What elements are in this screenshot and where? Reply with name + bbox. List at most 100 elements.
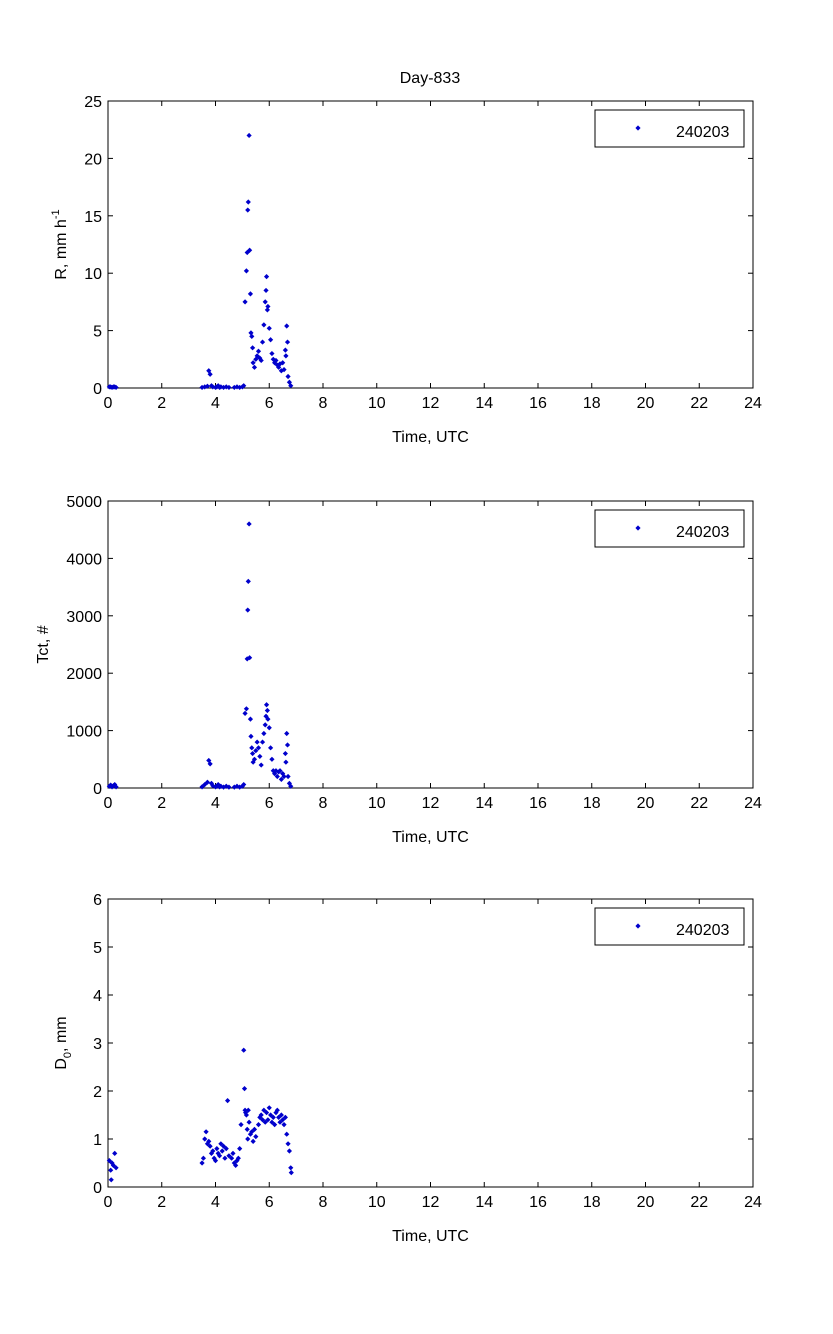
legend-box <box>594 509 745 548</box>
data-point <box>261 730 267 737</box>
data-point <box>253 748 259 754</box>
legend-marker <box>635 525 641 531</box>
data-point <box>277 768 283 774</box>
x-tick-label: 24 <box>744 795 762 812</box>
data-point <box>251 364 258 370</box>
x-tick-label: 20 <box>637 1194 655 1211</box>
y-tick-label: 1 <box>93 1132 102 1149</box>
data-point <box>200 1155 207 1161</box>
data-point <box>231 384 237 391</box>
data-point <box>226 784 232 790</box>
data-point <box>214 1146 220 1152</box>
data-point <box>281 1122 287 1128</box>
x-tick-label: 0 <box>104 1194 113 1211</box>
data-point <box>231 1160 237 1166</box>
y-tick-label: 1000 <box>66 724 102 741</box>
x-tick-label: 14 <box>475 1194 493 1211</box>
x-tick-label: 6 <box>265 795 274 812</box>
data-point <box>254 739 260 745</box>
legend-label: 240203 <box>676 124 729 141</box>
x-tick-label: 8 <box>319 795 328 812</box>
data-point <box>243 1112 250 1118</box>
x-tick-label: 22 <box>690 795 708 812</box>
data-point <box>272 1122 278 1128</box>
x-tick-label: 14 <box>475 795 493 812</box>
data-point <box>281 367 287 373</box>
data-point <box>112 781 118 788</box>
data-point <box>284 742 291 748</box>
x-tick-label: 16 <box>529 395 547 412</box>
data-point <box>285 773 291 780</box>
data-point <box>220 384 227 391</box>
plot-area <box>107 500 754 789</box>
data-point <box>265 303 271 310</box>
data-point <box>113 1165 119 1171</box>
x-tick-label: 14 <box>475 395 493 412</box>
data-point <box>230 1150 236 1156</box>
data-point <box>223 384 229 390</box>
data-point <box>249 745 255 751</box>
data-point <box>263 702 270 708</box>
data-point <box>258 357 264 364</box>
data-point <box>263 1110 270 1116</box>
legend: 240203 <box>594 509 745 548</box>
data-point <box>265 716 271 722</box>
x-tick-label: 8 <box>319 1194 328 1211</box>
data-point <box>226 384 232 391</box>
x-tick-label: 24 <box>744 1194 762 1211</box>
data-point <box>273 357 279 364</box>
data-point <box>269 350 275 357</box>
data-point <box>288 383 294 389</box>
data-point <box>264 307 270 313</box>
data-point <box>284 1131 290 1137</box>
data-point <box>109 1160 115 1166</box>
data-point <box>249 750 256 757</box>
data-point <box>263 274 270 280</box>
data-point <box>261 322 267 328</box>
data-point <box>222 1155 228 1161</box>
x-tick-label: 6 <box>265 395 274 412</box>
y-tick-label: 4 <box>93 988 102 1005</box>
x-tick-label: 20 <box>637 395 655 412</box>
x-tick-label: 22 <box>690 1194 708 1211</box>
data-point <box>246 1119 252 1125</box>
y-tick-label: 15 <box>84 209 102 226</box>
data-point <box>241 383 247 389</box>
data-point <box>266 1105 272 1111</box>
data-point <box>245 607 251 613</box>
x-tick-label: 6 <box>265 1194 274 1211</box>
data-point <box>269 756 275 762</box>
data-point <box>219 1148 225 1154</box>
data-point <box>250 1138 256 1144</box>
data-point <box>263 287 269 294</box>
data-point <box>210 783 216 789</box>
y-tick-label: 3000 <box>66 609 102 626</box>
x-tick-label: 0 <box>104 395 113 412</box>
x-tick-label: 22 <box>690 395 708 412</box>
data-point <box>202 1136 208 1142</box>
data-point <box>237 1146 243 1152</box>
data-point <box>108 782 114 788</box>
data-point <box>246 521 252 527</box>
data-point <box>250 360 256 366</box>
x-tick-label: 18 <box>583 1194 601 1211</box>
y-tick-label: 6 <box>93 892 102 909</box>
y-tick-label: 10 <box>84 266 102 283</box>
data-point <box>278 776 284 782</box>
legend-box <box>594 109 745 148</box>
x-tick-label: 12 <box>422 395 440 412</box>
data-point <box>206 368 212 374</box>
data-point <box>282 750 288 757</box>
data-point <box>223 1146 229 1152</box>
x-tick-label: 18 <box>583 795 601 812</box>
data-point <box>263 713 269 719</box>
data-point <box>272 771 278 777</box>
data-point <box>243 706 250 712</box>
data-point <box>280 360 286 366</box>
x-tick-label: 2 <box>157 395 166 412</box>
data-point <box>245 1107 251 1113</box>
x-tick-label: 12 <box>422 1194 440 1211</box>
data-point <box>218 384 224 390</box>
y-tick-label: 0 <box>93 1180 102 1197</box>
